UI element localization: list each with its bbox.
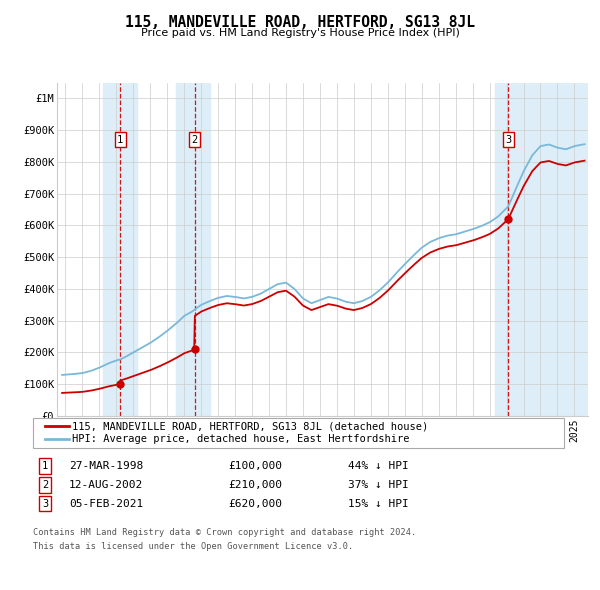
Text: 12-AUG-2002: 12-AUG-2002 [69, 480, 143, 490]
Text: 115, MANDEVILLE ROAD, HERTFORD, SG13 8JL (detached house): 115, MANDEVILLE ROAD, HERTFORD, SG13 8JL… [72, 421, 428, 431]
Text: 15% ↓ HPI: 15% ↓ HPI [348, 499, 409, 509]
Text: Price paid vs. HM Land Registry's House Price Index (HPI): Price paid vs. HM Land Registry's House … [140, 28, 460, 38]
Text: 3: 3 [42, 499, 48, 509]
Text: £620,000: £620,000 [228, 499, 282, 509]
Text: HPI: Average price, detached house, East Hertfordshire: HPI: Average price, detached house, East… [72, 434, 409, 444]
Text: 2: 2 [191, 135, 198, 145]
Bar [494, 83, 592, 416]
Text: This data is licensed under the Open Government Licence v3.0.: This data is licensed under the Open Gov… [33, 542, 353, 550]
Text: 05-FEB-2021: 05-FEB-2021 [69, 499, 143, 509]
Text: £210,000: £210,000 [228, 480, 282, 490]
Text: 1: 1 [117, 135, 124, 145]
Point [190, 345, 199, 354]
Text: 27-MAR-1998: 27-MAR-1998 [69, 461, 143, 471]
Text: 37% ↓ HPI: 37% ↓ HPI [348, 480, 409, 490]
Text: 2: 2 [42, 480, 48, 490]
Text: 44% ↓ HPI: 44% ↓ HPI [348, 461, 409, 471]
Point [503, 214, 513, 224]
Text: £100,000: £100,000 [228, 461, 282, 471]
Bar [176, 83, 209, 416]
Bar [103, 83, 137, 416]
Text: 1: 1 [42, 461, 48, 471]
Point [115, 379, 125, 389]
Text: 115, MANDEVILLE ROAD, HERTFORD, SG13 8JL: 115, MANDEVILLE ROAD, HERTFORD, SG13 8JL [125, 15, 475, 30]
Text: Contains HM Land Registry data © Crown copyright and database right 2024.: Contains HM Land Registry data © Crown c… [33, 528, 416, 537]
Text: 3: 3 [505, 135, 511, 145]
